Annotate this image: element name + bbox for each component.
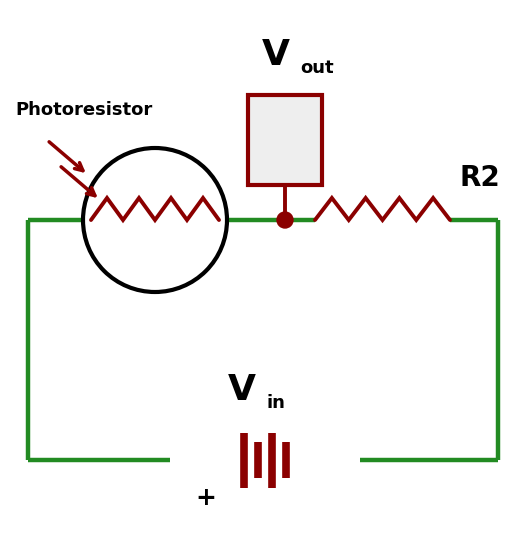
Text: R2: R2: [460, 164, 501, 192]
Text: out: out: [300, 59, 334, 77]
Bar: [248, 95, 322, 185]
Text: Photoresistor: Photoresistor: [15, 101, 152, 119]
Text: in: in: [266, 394, 285, 412]
Text: +: +: [195, 486, 216, 510]
Text: V: V: [262, 38, 290, 72]
Text: V: V: [228, 373, 256, 407]
Circle shape: [277, 212, 293, 228]
